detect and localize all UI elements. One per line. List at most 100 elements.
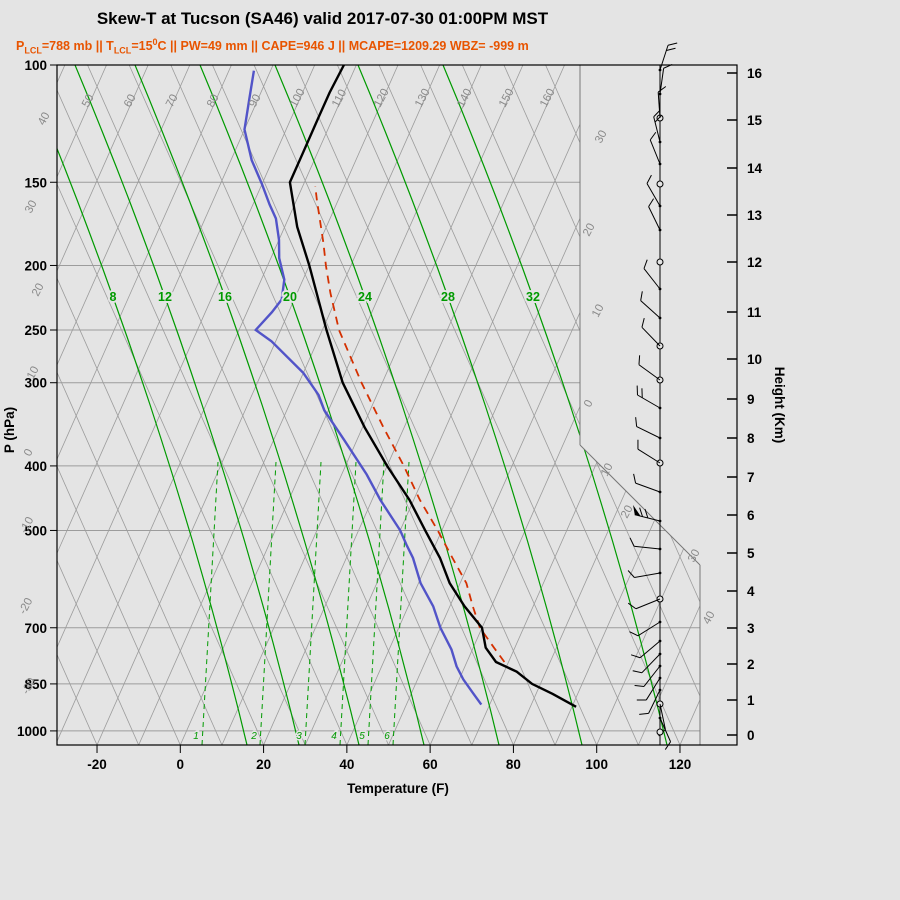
svg-text:7: 7 (747, 470, 755, 485)
wind-barb (638, 355, 664, 384)
svg-text:14: 14 (747, 161, 763, 176)
svg-text:8: 8 (747, 431, 755, 446)
svg-text:120: 120 (372, 87, 392, 110)
svg-text:40: 40 (339, 757, 354, 772)
temperature-axis: -20 0 20 40 60 80 100 120 Temperature (F) (87, 745, 691, 796)
svg-text:400: 400 (24, 459, 47, 474)
svg-text:6: 6 (747, 508, 755, 523)
svg-text:8: 8 (110, 290, 117, 304)
svg-text:100: 100 (288, 87, 308, 110)
svg-text:9: 9 (747, 392, 755, 407)
svg-text:2: 2 (250, 731, 257, 742)
svg-text:12: 12 (747, 255, 762, 270)
wind-barb (636, 676, 662, 701)
grid-lines (57, 65, 700, 745)
svg-text:100: 100 (585, 757, 608, 772)
svg-text:-20: -20 (87, 757, 107, 772)
svg-text:1000: 1000 (17, 724, 47, 739)
wind-barb (656, 728, 664, 736)
wind-barb (633, 505, 662, 523)
wind-barb (629, 537, 662, 551)
wind-barb (627, 570, 662, 579)
svg-text:3: 3 (296, 731, 302, 742)
wind-barb (643, 259, 662, 291)
wind-barb (629, 620, 662, 637)
svg-text:13: 13 (747, 208, 763, 223)
svg-text:0: 0 (747, 728, 755, 743)
wind-barb (656, 86, 667, 122)
svg-text:32: 32 (526, 290, 540, 304)
svg-text:16: 16 (747, 66, 763, 81)
svg-text:2: 2 (747, 657, 755, 672)
svg-text:1: 1 (193, 731, 199, 742)
svg-text:500: 500 (24, 523, 47, 538)
svg-text:10: 10 (747, 352, 762, 367)
svg-text:6: 6 (384, 731, 390, 742)
svg-text:70: 70 (164, 92, 181, 109)
svg-text:150: 150 (497, 87, 517, 110)
green-line-labels: 8 12 16 20 24 28 321 2 3 4 5 6 (108, 288, 542, 744)
wind-barb (636, 385, 662, 410)
svg-text:120: 120 (669, 757, 692, 772)
wind-barb (627, 595, 664, 610)
svg-text:40: 40 (701, 609, 718, 626)
svg-text:90: 90 (247, 92, 264, 109)
wind-barb (634, 664, 662, 687)
svg-text:200: 200 (24, 258, 47, 273)
plot-boundary (579, 65, 701, 745)
wind-barb (648, 198, 662, 232)
wind-barb (640, 291, 662, 320)
wind-barb (637, 439, 664, 467)
wind-barb (632, 652, 662, 674)
svg-text:20: 20 (581, 221, 598, 238)
svg-text:300: 300 (24, 376, 47, 391)
svg-text:80: 80 (205, 92, 222, 109)
svg-text:40: 40 (36, 110, 53, 127)
svg-text:700: 700 (24, 621, 47, 636)
svg-text:10: 10 (599, 461, 616, 478)
svg-text:20: 20 (30, 281, 47, 298)
plot-frame (56, 64, 738, 746)
wind-barb (653, 109, 662, 144)
temperature-curve (288, 64, 577, 708)
stability-params-line: PLCL=788 mb || TLCL=150C || PW=49 mm || … (16, 37, 529, 56)
svg-text:12: 12 (158, 290, 172, 304)
svg-text:0: 0 (22, 447, 36, 458)
svg-text:140: 140 (455, 87, 475, 110)
svg-text:0: 0 (582, 398, 596, 409)
svg-text:-20: -20 (17, 596, 35, 616)
wind-barb (649, 131, 662, 166)
wind-barb (630, 639, 662, 659)
wind-barb (633, 473, 662, 494)
svg-text:30: 30 (23, 198, 40, 215)
svg-text:30: 30 (593, 128, 610, 145)
svg-text:P (hPa): P (hPa) (2, 407, 17, 453)
svg-text:100: 100 (24, 58, 47, 73)
svg-text:150: 150 (24, 175, 47, 190)
svg-text:24: 24 (358, 290, 372, 304)
svg-text:Temperature (F): Temperature (F) (347, 781, 449, 796)
svg-text:10: 10 (590, 302, 607, 319)
wind-barb (658, 716, 672, 750)
svg-text:Height (Km): Height (Km) (772, 367, 787, 444)
svg-text:0: 0 (177, 757, 185, 772)
svg-text:20: 20 (619, 503, 636, 520)
svg-text:3: 3 (747, 621, 755, 636)
dewpoint-curve (243, 70, 483, 706)
svg-text:1: 1 (747, 693, 755, 708)
wind-barb (635, 417, 662, 440)
wind-barb (656, 180, 664, 188)
svg-text:80: 80 (506, 757, 521, 772)
wind-barb (646, 174, 662, 208)
svg-text:11: 11 (747, 305, 762, 320)
svg-text:5: 5 (747, 546, 755, 561)
svg-text:20: 20 (256, 757, 271, 772)
svg-text:20: 20 (283, 290, 297, 304)
svg-text:60: 60 (122, 92, 139, 109)
svg-text:4: 4 (331, 731, 337, 742)
chart-title: Skew-T at Tucson (SA46) valid 2017-07-30… (96, 9, 549, 28)
parcel-curve (314, 185, 506, 663)
